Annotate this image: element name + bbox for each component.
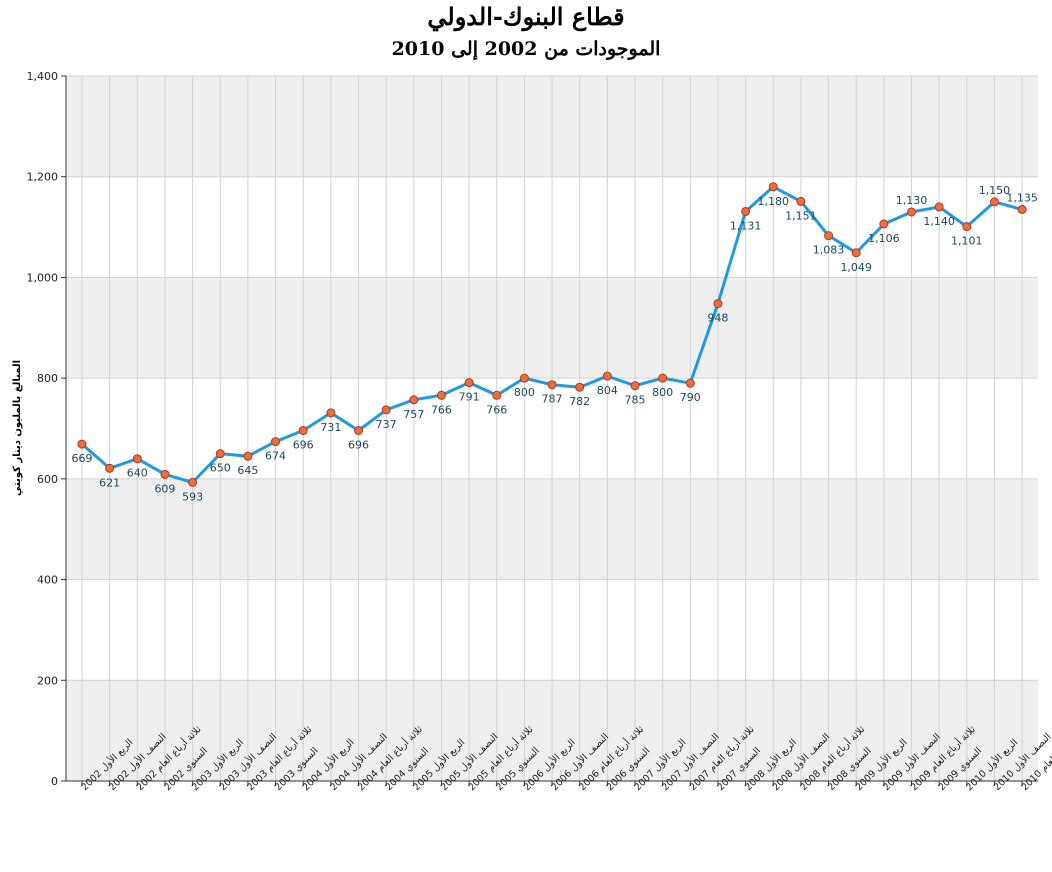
chart-title: قطاع البنوك-الدولي <box>427 2 625 31</box>
data-point <box>381 405 391 415</box>
data-label: 1,101 <box>951 235 983 248</box>
data-points <box>77 182 1027 487</box>
data-point <box>519 373 529 383</box>
data-point <box>796 196 806 206</box>
y-tick-label: 800 <box>37 372 58 385</box>
data-point <box>907 207 916 217</box>
data-label: 1,135 <box>1006 191 1038 204</box>
data-label: 737 <box>376 418 397 431</box>
data-label: 640 <box>127 467 148 480</box>
y-tick-label: 0 <box>51 775 58 788</box>
data-point <box>962 222 972 232</box>
data-point <box>215 449 225 459</box>
y-axis-label: المبالغ بالمليون دينار كويتي <box>12 360 23 496</box>
chart-subtitle: الموجودات من 2002 إلى 2010 <box>391 38 661 60</box>
data-label: 800 <box>514 386 535 399</box>
data-point <box>547 380 557 390</box>
y-tick-label: 1,200 <box>27 171 59 184</box>
data-label: 1,140 <box>923 215 955 228</box>
data-point <box>492 390 502 400</box>
y-tick-label: 400 <box>37 574 58 587</box>
data-point <box>464 378 474 388</box>
data-point <box>630 381 640 391</box>
data-label: 674 <box>265 450 286 463</box>
y-tick-label: 600 <box>37 473 58 486</box>
data-point <box>298 426 308 436</box>
data-point <box>160 469 170 479</box>
data-point <box>243 451 253 461</box>
data-label: 645 <box>237 464 258 477</box>
y-tick-label: 1,000 <box>27 271 59 284</box>
grid-lines <box>66 75 1038 782</box>
data-label: 696 <box>348 439 369 452</box>
data-point <box>934 202 944 212</box>
data-point <box>436 390 446 400</box>
data-point <box>326 408 336 418</box>
data-point <box>989 197 999 207</box>
data-label: 757 <box>403 408 424 421</box>
data-label: 804 <box>597 384 618 397</box>
data-label: 1,049 <box>840 261 872 274</box>
data-point <box>105 463 115 473</box>
data-label: 766 <box>431 403 452 416</box>
data-point <box>409 395 419 405</box>
data-point <box>354 426 363 436</box>
data-point <box>602 371 612 381</box>
data-label: 593 <box>182 490 203 503</box>
data-label: 790 <box>680 391 701 404</box>
data-label: 621 <box>99 476 120 489</box>
data-label: 1,083 <box>813 244 845 257</box>
y-axis-ticks: 0 200 400 600 800 1,000 1,200 1,400 <box>27 70 66 788</box>
data-label: 650 <box>210 462 231 475</box>
data-label: 1,150 <box>979 184 1011 197</box>
data-label: 1,151 <box>785 209 817 222</box>
data-point <box>658 373 668 383</box>
data-point <box>851 248 861 258</box>
data-label: 791 <box>459 391 480 404</box>
data-label: 785 <box>625 394 646 407</box>
data-label: 731 <box>320 421 341 434</box>
data-point <box>77 439 87 449</box>
data-point <box>685 378 695 388</box>
data-labels: 669 621 640 609 593 650 645 674 696 731 696 737 757 7… <box>72 184 1038 503</box>
data-point <box>824 231 834 241</box>
data-label: 1,106 <box>868 232 900 245</box>
data-label: 696 <box>293 439 314 452</box>
data-point <box>713 299 723 309</box>
data-point <box>188 477 198 487</box>
data-point <box>271 437 281 447</box>
data-point <box>741 206 751 216</box>
data-point <box>132 454 142 464</box>
data-point <box>879 219 889 229</box>
data-label: 669 <box>72 452 93 465</box>
data-point <box>768 182 778 192</box>
data-label: 1,130 <box>896 194 928 207</box>
data-label: 1,131 <box>730 219 762 232</box>
data-label: 609 <box>154 482 175 495</box>
data-point <box>1017 204 1027 214</box>
data-label: 800 <box>652 386 673 399</box>
data-label: 766 <box>486 403 507 416</box>
data-label: 787 <box>542 393 563 406</box>
y-tick-label: 200 <box>37 674 58 687</box>
y-tick-label: 1,400 <box>27 70 59 83</box>
data-label: 782 <box>569 395 590 408</box>
data-point <box>575 382 585 392</box>
data-label: 948 <box>707 312 728 325</box>
data-label: 1,180 <box>758 195 790 208</box>
